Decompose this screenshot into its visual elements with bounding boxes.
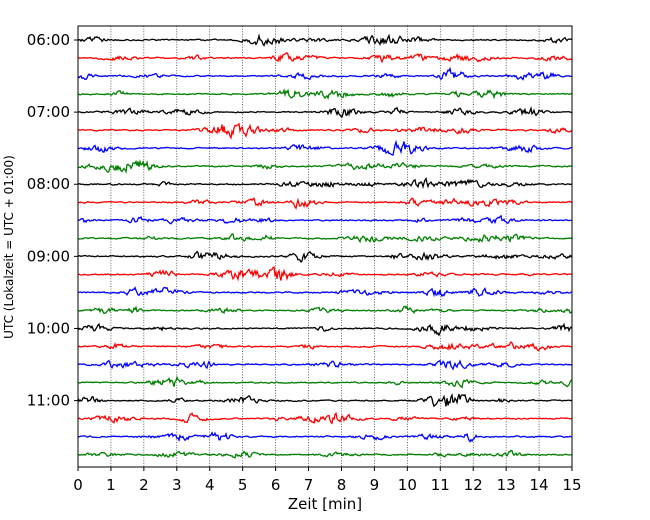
x-axis: 0 1 2 3 4 5 6 7 8 9 10 11 12 13 14 15 xyxy=(73,467,582,494)
x-tick-label: 3 xyxy=(172,476,182,494)
trace-0815 xyxy=(77,197,573,210)
trace-1145 xyxy=(77,449,573,459)
x-tick-label: 4 xyxy=(205,476,215,494)
trace-0800 xyxy=(77,177,573,190)
plot-frame xyxy=(77,25,573,468)
trace-0645 xyxy=(77,88,573,100)
trace-0730 xyxy=(77,139,573,156)
grid-layer xyxy=(110,26,540,467)
y-axis: 06:00 07:00 08:00 09:00 10:00 11:00 xyxy=(27,31,78,410)
trace-0700 xyxy=(77,105,573,118)
x-tick-label: 11 xyxy=(431,476,450,494)
trace-1045 xyxy=(77,375,573,389)
x-tick-label: 8 xyxy=(337,476,347,494)
x-tick-label: 12 xyxy=(464,476,483,494)
y-tick-label: 06:00 xyxy=(27,31,70,49)
x-tick-label: 0 xyxy=(73,476,83,494)
x-tick-label: 14 xyxy=(530,476,549,494)
trace-1000 xyxy=(77,322,573,337)
trace-0930 xyxy=(77,286,573,298)
x-tick-label: 1 xyxy=(106,476,116,494)
x-tick-label: 5 xyxy=(238,476,248,494)
trace-layer xyxy=(77,33,573,459)
x-tick-label: 7 xyxy=(304,476,314,494)
x-tick-label: 9 xyxy=(370,476,380,494)
trace-1030 xyxy=(77,359,573,371)
x-tick-label: 2 xyxy=(139,476,149,494)
trace-0615 xyxy=(77,52,573,64)
y-tick-label: 08:00 xyxy=(27,175,70,193)
trace-1100 xyxy=(77,393,573,408)
y-tick-label: 07:00 xyxy=(27,103,70,121)
x-tick-label: 15 xyxy=(562,476,581,494)
x-tick-label: 10 xyxy=(398,476,417,494)
trace-0745 xyxy=(77,159,573,174)
x-tick-label: 6 xyxy=(271,476,281,494)
y-tick-label: 10:00 xyxy=(27,319,70,337)
x-axis-label: Zeit [min] xyxy=(288,495,362,513)
trace-1015 xyxy=(77,340,573,352)
y-axis-label: UTC (Lokalzeit = UTC + 01:00) xyxy=(2,155,16,339)
trace-0630 xyxy=(77,66,573,81)
trace-0715 xyxy=(77,122,573,140)
trace-0845 xyxy=(77,233,573,244)
trace-1130 xyxy=(77,431,573,443)
y-tick-label: 09:00 xyxy=(27,247,70,265)
trace-0900 xyxy=(77,250,573,263)
trace-0915 xyxy=(77,265,573,282)
y-tick-label: 11:00 xyxy=(27,392,70,410)
trace-1115 xyxy=(77,411,573,425)
trace-0830 xyxy=(77,214,573,225)
trace-0945 xyxy=(77,305,573,315)
trace-0600 xyxy=(77,33,573,47)
x-tick-label: 13 xyxy=(497,476,516,494)
